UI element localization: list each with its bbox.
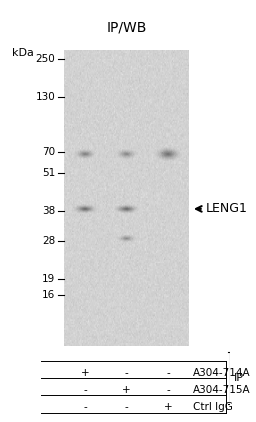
Ellipse shape	[166, 153, 170, 155]
Ellipse shape	[80, 207, 90, 211]
Text: 250: 250	[36, 54, 55, 64]
Ellipse shape	[78, 151, 92, 157]
Ellipse shape	[120, 207, 133, 211]
Text: 130: 130	[36, 92, 55, 102]
Text: A304-714A: A304-714A	[193, 368, 251, 379]
Ellipse shape	[123, 237, 131, 240]
Ellipse shape	[122, 152, 131, 156]
Text: +: +	[81, 368, 89, 379]
Text: 19: 19	[42, 273, 55, 284]
Text: +: +	[122, 385, 131, 395]
Ellipse shape	[123, 208, 130, 210]
Text: -: -	[83, 385, 87, 395]
Text: LENG1: LENG1	[206, 203, 248, 215]
Text: Ctrl IgG: Ctrl IgG	[193, 402, 233, 412]
Ellipse shape	[122, 207, 131, 211]
Ellipse shape	[76, 206, 95, 212]
Ellipse shape	[82, 208, 88, 210]
Ellipse shape	[161, 150, 175, 158]
Ellipse shape	[159, 149, 177, 159]
Ellipse shape	[117, 206, 136, 212]
Text: 70: 70	[42, 147, 55, 157]
Text: -: -	[166, 368, 170, 379]
Text: 28: 28	[42, 235, 55, 246]
Ellipse shape	[125, 208, 128, 209]
Ellipse shape	[158, 149, 178, 160]
Ellipse shape	[79, 151, 91, 157]
Ellipse shape	[83, 208, 87, 209]
Ellipse shape	[121, 151, 132, 157]
Ellipse shape	[124, 237, 129, 240]
Ellipse shape	[84, 153, 87, 155]
Ellipse shape	[119, 206, 134, 212]
Ellipse shape	[77, 206, 93, 212]
Ellipse shape	[163, 151, 173, 157]
Text: IP/WB: IP/WB	[106, 20, 147, 35]
Text: 51: 51	[42, 168, 55, 178]
Text: +: +	[164, 402, 172, 412]
Ellipse shape	[79, 207, 91, 211]
Ellipse shape	[125, 153, 128, 155]
Text: -: -	[125, 368, 129, 379]
Text: -: -	[125, 402, 129, 412]
Ellipse shape	[124, 153, 130, 155]
Ellipse shape	[121, 236, 132, 241]
Ellipse shape	[125, 238, 128, 239]
Text: kDa: kDa	[12, 48, 34, 58]
Text: 16: 16	[42, 290, 55, 300]
Text: 38: 38	[42, 206, 55, 216]
Ellipse shape	[82, 153, 88, 155]
Text: IP: IP	[233, 373, 243, 383]
Ellipse shape	[81, 152, 89, 156]
Ellipse shape	[165, 152, 172, 156]
Text: -: -	[83, 402, 87, 412]
Text: A304-715A: A304-715A	[193, 385, 251, 395]
Text: -: -	[166, 385, 170, 395]
